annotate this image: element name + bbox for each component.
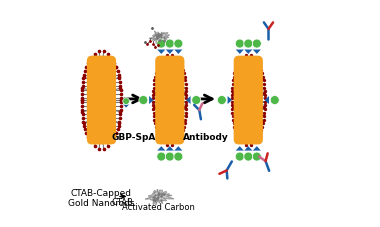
Circle shape [252,39,261,48]
Text: Activated Carbon: Activated Carbon [122,202,195,212]
Circle shape [244,39,253,48]
Circle shape [235,152,244,161]
Circle shape [139,96,148,104]
Polygon shape [244,146,252,151]
Polygon shape [174,49,182,54]
Polygon shape [244,49,252,54]
Polygon shape [174,146,182,151]
Polygon shape [157,49,165,54]
Polygon shape [166,49,174,54]
Polygon shape [157,146,165,151]
Circle shape [123,98,130,104]
Circle shape [174,152,183,161]
FancyBboxPatch shape [234,56,263,144]
Polygon shape [186,96,190,104]
Polygon shape [236,49,244,54]
Circle shape [157,152,166,161]
Circle shape [235,39,244,48]
Polygon shape [149,96,154,104]
Text: GBP-SpA: GBP-SpA [112,133,156,142]
Text: CTAB-Capped
Gold Nanorods: CTAB-Capped Gold Nanorods [68,189,135,208]
Text: Antibody: Antibody [183,133,229,142]
Circle shape [165,152,174,161]
Polygon shape [236,146,244,151]
Polygon shape [253,146,261,151]
Polygon shape [228,96,232,104]
Circle shape [174,39,183,48]
Circle shape [192,96,201,104]
Circle shape [270,96,279,104]
Circle shape [252,152,261,161]
Polygon shape [145,189,174,205]
FancyBboxPatch shape [87,56,116,144]
Circle shape [244,152,253,161]
Circle shape [217,96,226,104]
FancyBboxPatch shape [155,56,184,144]
Circle shape [165,39,174,48]
Polygon shape [123,104,129,108]
Text: CTAB: CTAB [112,197,134,207]
Circle shape [157,39,166,48]
Polygon shape [264,96,269,104]
Polygon shape [166,146,174,151]
Polygon shape [253,49,261,54]
Polygon shape [149,31,169,44]
